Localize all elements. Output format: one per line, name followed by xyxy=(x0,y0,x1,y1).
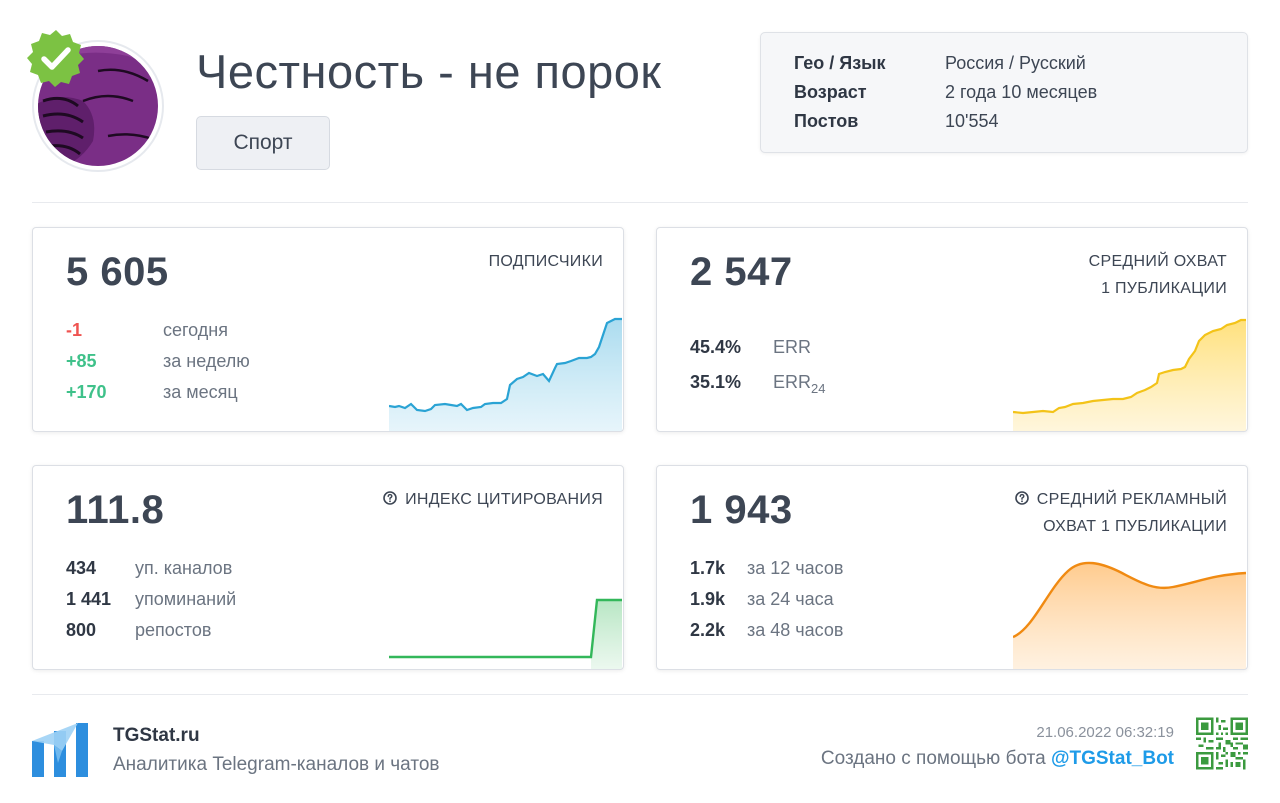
ad-reach-card[interactable]: 1 943 СРЕДНИЙ РЕКЛАМНЫЙ ОХВАТ 1 ПУБЛИКАЦ… xyxy=(656,465,1248,670)
qr-code-icon[interactable] xyxy=(1196,716,1248,771)
stat-number: +170 xyxy=(66,382,107,402)
stat-text: сегодня xyxy=(163,320,228,340)
subscribers-label: ПОДПИСЧИКИ xyxy=(488,253,603,270)
channel-title: Честность - не порок xyxy=(196,45,662,98)
stat-text: ERR xyxy=(773,337,812,357)
stat-text: за месяц xyxy=(163,382,238,402)
verified-badge-icon xyxy=(27,30,84,87)
citation-card[interactable]: 111.8 ИНДЕКС ЦИТИРОВАНИЯ 434 уп. каналов… xyxy=(32,465,624,670)
info-value: 2 года 10 месяцев xyxy=(945,82,1098,102)
citation-index: 111.8 xyxy=(66,488,165,532)
info-key: Возраст xyxy=(794,82,867,102)
created-by-text: Создано с помощью бота @TGStat_Bot xyxy=(821,748,1174,770)
citation-label-text: ИНДЕКС ЦИТИРОВАНИЯ xyxy=(405,491,603,508)
reach-label-line1: СРЕДНИЙ ОХВАТ xyxy=(1088,253,1227,270)
reach-sparkline xyxy=(1013,318,1246,431)
brand-name[interactable]: TGStat.ru xyxy=(113,725,200,746)
stat-number: +85 xyxy=(66,351,97,371)
reach-count: 2 547 xyxy=(690,250,793,294)
stat-number: 1.7k xyxy=(690,558,726,578)
stat-text: ERR24 xyxy=(773,372,825,396)
info-circle-icon[interactable] xyxy=(383,491,397,506)
ad-reach-label-line2: ОХВАТ 1 ПУБЛИКАЦИИ xyxy=(1043,518,1227,535)
stat-number: 2.2k xyxy=(690,620,726,640)
info-value: 10'554 xyxy=(945,111,999,131)
stat-number: 1.9k xyxy=(690,589,726,609)
stat-number: 434 xyxy=(66,558,97,578)
created-label: Создано с помощью бота xyxy=(820,748,1046,769)
tgstat-logo-icon[interactable] xyxy=(32,723,88,777)
stat-number: -1 xyxy=(66,320,83,340)
generated-timestamp: 21.06.2022 06:32:19 xyxy=(1036,724,1174,741)
ad-reach-label-line1: СРЕДНИЙ РЕКЛАМНЫЙ xyxy=(1014,486,1227,513)
info-value: Россия / Русский xyxy=(945,53,1086,73)
stat-text: за 12 часов xyxy=(747,558,844,578)
citation-sparkline xyxy=(389,598,622,669)
category-button[interactable]: Спорт xyxy=(196,116,330,170)
stat-text: репостов xyxy=(135,620,212,640)
subscribers-card[interactable]: 5 605 ПОДПИСЧИКИ -1 сегодня +85 за недел… xyxy=(32,227,624,432)
info-key: Гео / Язык xyxy=(794,53,886,73)
stat-text-sub: 24 xyxy=(811,381,826,396)
stat-number: 800 xyxy=(66,620,97,640)
info-circle-icon[interactable] xyxy=(1014,491,1029,506)
stat-text-main: ERR xyxy=(773,372,812,392)
info-key: Постов xyxy=(794,111,859,131)
reach-label-line2: 1 ПУБЛИКАЦИИ xyxy=(1101,280,1227,297)
header-divider xyxy=(32,202,1248,203)
channel-info-box: Гео / Язык Россия / Русский Возраст 2 го… xyxy=(760,32,1248,153)
stat-text: за 24 часа xyxy=(747,589,834,609)
ad-reach-count: 1 943 xyxy=(690,488,793,532)
bot-link[interactable]: @TGStat_Bot xyxy=(1050,748,1174,769)
ad-reach-label-text1: СРЕДНИЙ РЕКЛАМНЫЙ xyxy=(1036,491,1227,508)
channel-avatar-wrap xyxy=(27,30,164,172)
subscribers-sparkline xyxy=(389,317,622,431)
stat-number: 45.4% xyxy=(690,337,742,357)
stat-number: 1 441 xyxy=(66,589,112,609)
stat-text: за неделю xyxy=(163,351,250,371)
ad-reach-sparkline xyxy=(1013,561,1247,669)
ad-reach-label: СРЕДНИЙ РЕКЛАМНЫЙ ОХВАТ 1 ПУБЛИКАЦИИ xyxy=(1014,486,1227,540)
footer-divider xyxy=(32,694,1248,695)
brand-description: Аналитика Telegram-каналов и чатов xyxy=(113,754,440,775)
stat-text: уп. каналов xyxy=(135,558,233,578)
citation-label: ИНДЕКС ЦИТИРОВАНИЯ xyxy=(383,486,603,513)
subscribers-count: 5 605 xyxy=(66,250,169,294)
stat-number: 35.1% xyxy=(690,372,742,392)
reach-label: СРЕДНИЙ ОХВАТ 1 ПУБЛИКАЦИИ xyxy=(1089,248,1227,302)
reach-card[interactable]: 2 547 СРЕДНИЙ ОХВАТ 1 ПУБЛИКАЦИИ 45.4% E… xyxy=(656,227,1248,432)
stat-text: упоминаний xyxy=(135,589,237,609)
stat-text: за 48 часов xyxy=(747,620,844,640)
